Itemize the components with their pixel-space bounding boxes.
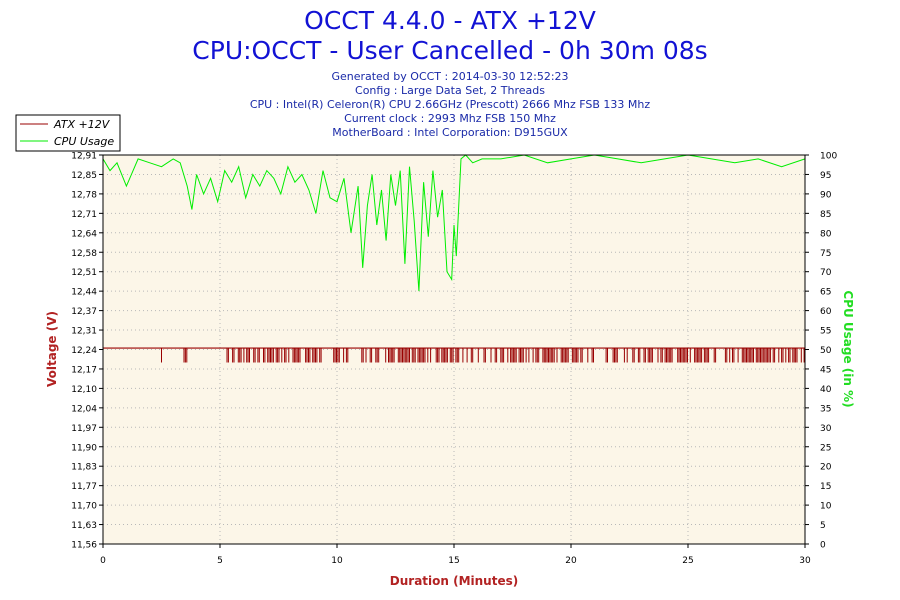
x-axis-ticks: 0 5 10 15 20 25 30 xyxy=(100,544,811,566)
left-tick-label: 12,85 xyxy=(71,171,97,181)
left-tick-label: 12,71 xyxy=(71,210,97,220)
x-tick-label: 30 xyxy=(799,556,811,566)
left-tick-label: 11,56 xyxy=(71,541,97,551)
x-tick-label: 10 xyxy=(331,556,343,566)
left-tick-label: 12,58 xyxy=(71,249,97,259)
left-tick-label: 12,10 xyxy=(71,385,97,395)
right-tick-label: 75 xyxy=(820,249,831,259)
legend-label-cpu: CPU Usage xyxy=(54,135,114,148)
left-tick-label: 11,77 xyxy=(71,482,97,492)
legend-label-voltage: ATX +12V xyxy=(53,118,111,131)
left-tick-label: 12,44 xyxy=(71,288,97,298)
info-clock: Current clock : 2993 Mhz FSB 150 Mhz xyxy=(344,112,556,125)
left-tick-label: 12,91 xyxy=(71,152,97,162)
grid-lines xyxy=(103,155,805,544)
right-tick-label: 80 xyxy=(820,229,832,239)
left-axis-label: Voltage (V) xyxy=(45,311,59,387)
x-axis-label: Duration (Minutes) xyxy=(390,574,518,588)
left-axis-ticks: 11,56 11,63 11,70 11,77 11,83 11,90 11,97 12,04… xyxy=(71,152,103,551)
voltage-dips xyxy=(161,348,805,363)
voltage-series xyxy=(103,347,805,363)
info-generated: Generated by OCCT : 2014-03-30 12:52:23 xyxy=(331,70,569,83)
x-tick-label: 15 xyxy=(448,556,459,566)
right-tick-label: 70 xyxy=(820,268,832,278)
left-tick-label: 12,64 xyxy=(71,229,97,239)
right-tick-label: 35 xyxy=(820,404,831,414)
right-axis-label: CPU Usage (in %) xyxy=(841,290,855,407)
left-tick-label: 12,78 xyxy=(71,190,97,200)
left-tick-label: 11,83 xyxy=(71,463,97,473)
right-tick-label: 60 xyxy=(820,307,832,317)
right-tick-label: 0 xyxy=(820,541,826,551)
left-tick-label: 11,70 xyxy=(71,502,97,512)
right-tick-label: 85 xyxy=(820,210,831,220)
right-tick-label: 30 xyxy=(820,424,832,434)
left-tick-label: 11,63 xyxy=(71,521,97,531)
left-tick-label: 12,51 xyxy=(71,268,97,278)
chart-title: OCCT 4.4.0 - ATX +12V xyxy=(304,6,596,35)
chart-subtitle: CPU:OCCT - User Cancelled - 0h 30m 08s xyxy=(192,36,708,65)
left-tick-label: 11,97 xyxy=(71,424,97,434)
right-tick-label: 40 xyxy=(820,385,832,395)
cpu-usage-series xyxy=(102,154,806,292)
right-tick-label: 25 xyxy=(820,443,831,453)
left-tick-label: 12,37 xyxy=(71,307,97,317)
left-tick-label: 12,31 xyxy=(71,327,97,337)
info-config: Config : Large Data Set, 2 Threads xyxy=(355,84,545,97)
x-tick-label: 0 xyxy=(100,556,106,566)
x-tick-label: 5 xyxy=(217,556,223,566)
left-tick-label: 11,90 xyxy=(71,443,97,453)
right-tick-label: 5 xyxy=(820,521,826,531)
info-cpu: CPU : Intel(R) Celeron(R) CPU 2.66GHz (P… xyxy=(249,98,651,111)
x-tick-label: 20 xyxy=(565,556,577,566)
right-tick-label: 10 xyxy=(820,502,832,512)
right-tick-label: 50 xyxy=(820,346,832,356)
info-motherboard: MotherBoard : Intel Corporation: D915GUX xyxy=(332,126,568,139)
right-tick-label: 20 xyxy=(820,463,832,473)
legend-box xyxy=(15,114,121,152)
right-tick-label: 45 xyxy=(820,365,831,375)
left-tick-label: 12,17 xyxy=(71,365,97,375)
x-tick-label: 25 xyxy=(682,556,693,566)
cpu-usage-line xyxy=(102,154,806,292)
right-tick-label: 90 xyxy=(820,190,832,200)
right-tick-label: 15 xyxy=(820,482,831,492)
left-tick-label: 12,04 xyxy=(71,404,97,414)
left-tick-label: 12,24 xyxy=(71,346,97,356)
right-tick-label: 55 xyxy=(820,327,831,337)
legend: ATX +12V CPU Usage xyxy=(15,114,121,152)
right-tick-label: 95 xyxy=(820,171,831,181)
right-tick-label: 100 xyxy=(820,152,837,162)
right-tick-label: 65 xyxy=(820,288,831,298)
right-axis-ticks: 0 5 10 15 20 25 30 35 40 45 50 55 60 65 70 75 80 85 90 95 10… xyxy=(805,152,837,551)
